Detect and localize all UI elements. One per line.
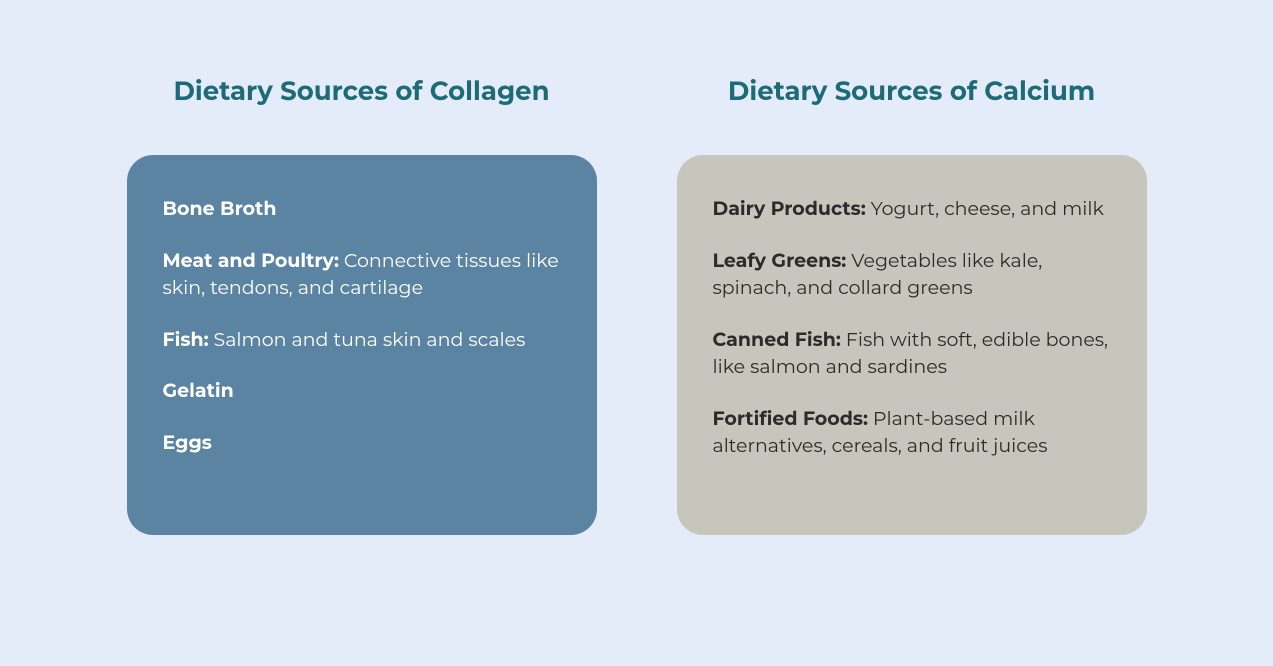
item-label: Meat and Poultry: — [163, 249, 339, 272]
list-item: Eggs — [163, 429, 561, 457]
list-item: Leafy Greens: Vegetables like kale, spin… — [713, 247, 1111, 302]
item-label: Leafy Greens: — [713, 249, 847, 272]
calcium-card: Dairy Products: Yogurt, cheese, and milk… — [677, 155, 1147, 535]
item-label: Gelatin — [163, 379, 234, 402]
list-item: Gelatin — [163, 377, 561, 405]
collagen-card: Bone Broth Meat and Poultry: Connective … — [127, 155, 597, 535]
item-label: Eggs — [163, 431, 212, 454]
item-desc: Yogurt, cheese, and milk — [866, 197, 1104, 220]
calcium-heading: Dietary Sources of Calcium — [728, 75, 1095, 107]
item-label: Fortified Foods: — [713, 407, 868, 430]
collagen-column: Dietary Sources of Collagen Bone Broth M… — [127, 75, 597, 535]
item-label: Canned Fish: — [713, 328, 841, 351]
list-item: Fish: Salmon and tuna skin and scales — [163, 326, 561, 354]
list-item: Bone Broth — [163, 195, 561, 223]
collagen-heading: Dietary Sources of Collagen — [173, 75, 549, 107]
item-label: Fish: — [163, 328, 209, 351]
item-desc: Salmon and tuna skin and scales — [209, 328, 526, 351]
item-label: Dairy Products: — [713, 197, 866, 220]
list-item: Dairy Products: Yogurt, cheese, and milk — [713, 195, 1111, 223]
calcium-column: Dietary Sources of Calcium Dairy Product… — [677, 75, 1147, 535]
list-item: Meat and Poultry: Connective tissues lik… — [163, 247, 561, 302]
item-label: Bone Broth — [163, 197, 277, 220]
list-item: Fortified Foods: Plant-based milk altern… — [713, 405, 1111, 460]
list-item: Canned Fish: Fish with soft, edible bone… — [713, 326, 1111, 381]
